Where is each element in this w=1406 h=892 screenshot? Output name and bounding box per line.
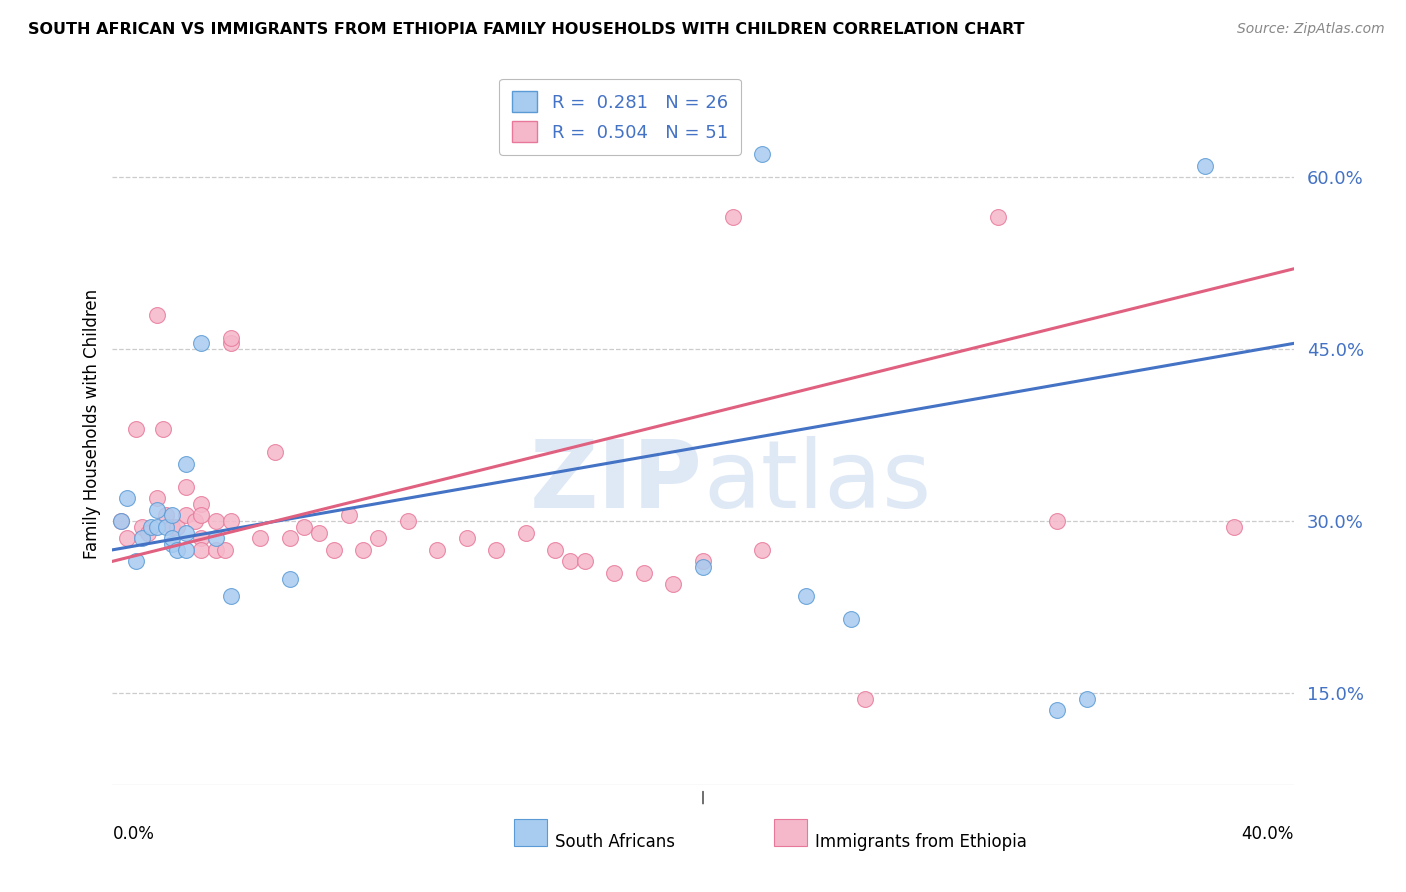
Point [751, 542, 773, 557]
Point [136, 525, 159, 540]
Point [308, 525, 330, 540]
Point [125, 554, 148, 568]
Point [205, 532, 228, 546]
Point [205, 542, 228, 557]
Point [205, 514, 228, 528]
Point [456, 532, 478, 546]
Point [1076, 692, 1098, 706]
FancyBboxPatch shape [515, 819, 547, 847]
Point [160, 520, 183, 534]
Point [155, 520, 177, 534]
Point [485, 542, 508, 557]
Point [219, 514, 242, 528]
Point [184, 514, 207, 528]
Point [278, 572, 301, 586]
Point [796, 589, 818, 603]
Point [174, 542, 197, 557]
Point [190, 497, 212, 511]
Point [603, 566, 626, 580]
Point [396, 514, 419, 528]
Point [426, 542, 449, 557]
Point [337, 508, 360, 523]
Text: atlas: atlas [703, 435, 931, 527]
Text: South Africans: South Africans [555, 832, 675, 851]
Point [160, 537, 183, 551]
Point [855, 692, 877, 706]
Text: Source: ZipAtlas.com: Source: ZipAtlas.com [1237, 22, 1385, 37]
Point [987, 211, 1010, 225]
Point [146, 491, 169, 506]
Point [110, 514, 132, 528]
Point [190, 542, 212, 557]
Point [174, 480, 197, 494]
Point [131, 532, 153, 546]
Text: ZIP: ZIP [530, 435, 703, 527]
Point [155, 508, 177, 523]
Point [721, 211, 744, 225]
Point [190, 336, 212, 351]
Point [110, 514, 132, 528]
Point [1046, 703, 1069, 717]
Point [166, 542, 188, 557]
Point [160, 508, 183, 523]
Point [117, 532, 138, 546]
Point [174, 525, 197, 540]
Point [515, 525, 537, 540]
Point [323, 542, 346, 557]
Point [152, 422, 174, 436]
Point [1194, 159, 1216, 173]
Point [219, 336, 242, 351]
Point [146, 308, 169, 322]
FancyBboxPatch shape [773, 819, 807, 847]
Legend: R =  0.281   N = 26, R =  0.504   N = 51: R = 0.281 N = 26, R = 0.504 N = 51 [499, 78, 741, 154]
Point [1223, 520, 1246, 534]
Point [352, 542, 374, 557]
Point [219, 331, 242, 345]
Point [125, 422, 148, 436]
Point [264, 445, 287, 459]
Point [166, 520, 188, 534]
Point [751, 147, 773, 161]
Y-axis label: Family Households with Children: Family Households with Children [83, 289, 101, 558]
Text: Immigrants from Ethiopia: Immigrants from Ethiopia [815, 832, 1026, 851]
Point [131, 520, 153, 534]
Point [692, 554, 714, 568]
Point [190, 532, 212, 546]
Point [117, 491, 138, 506]
Text: 40.0%: 40.0% [1241, 825, 1294, 843]
Point [249, 532, 271, 546]
Point [574, 554, 596, 568]
Point [839, 612, 862, 626]
Point [692, 560, 714, 574]
Point [160, 532, 183, 546]
Point [662, 577, 685, 591]
Point [558, 554, 582, 568]
Point [139, 520, 162, 534]
Point [190, 508, 212, 523]
Point [146, 502, 169, 516]
Point [278, 532, 301, 546]
Point [174, 457, 197, 471]
Point [544, 542, 567, 557]
Point [146, 520, 169, 534]
Point [174, 508, 197, 523]
Text: SOUTH AFRICAN VS IMMIGRANTS FROM ETHIOPIA FAMILY HOUSEHOLDS WITH CHILDREN CORREL: SOUTH AFRICAN VS IMMIGRANTS FROM ETHIOPI… [28, 22, 1025, 37]
Point [633, 566, 655, 580]
Point [219, 589, 242, 603]
Point [214, 542, 236, 557]
Text: 0.0%: 0.0% [112, 825, 155, 843]
Point [1046, 514, 1069, 528]
Point [367, 532, 389, 546]
Point [292, 520, 315, 534]
